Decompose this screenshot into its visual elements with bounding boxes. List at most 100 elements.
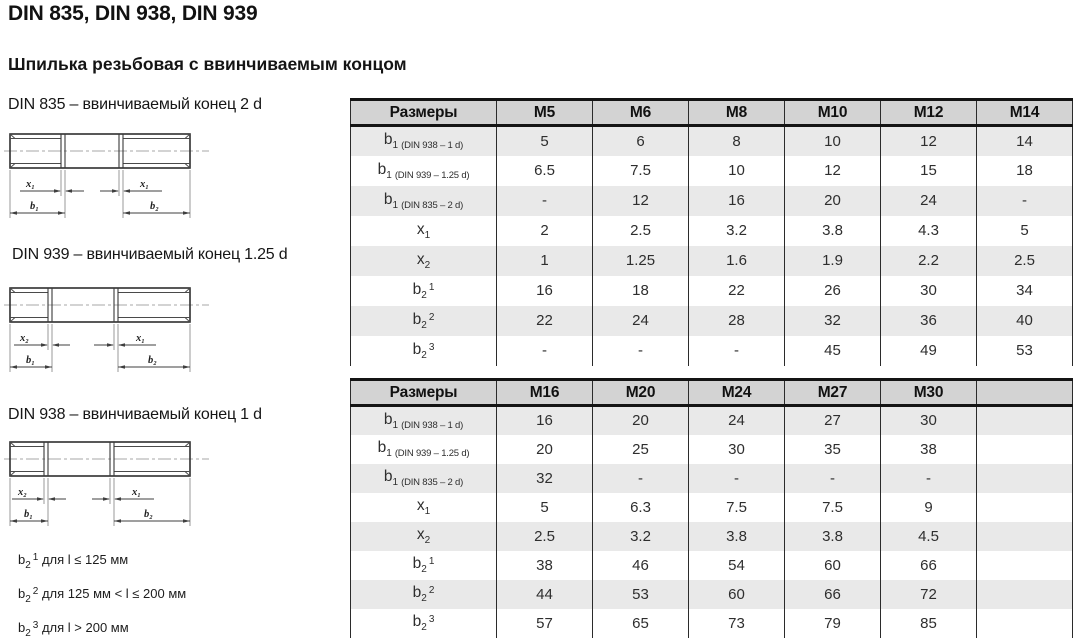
table-row: b1 (DIN 939 – 1.25 d) 6.5 7.5 10 12 15 18 <box>351 155 1073 186</box>
dim-label-x-left: x₂ <box>17 487 27 498</box>
value-cell: 2.5 <box>496 521 593 551</box>
value-cell: 46 <box>592 550 689 580</box>
dim-label-x-right: x₁ <box>135 333 145 344</box>
row-label-cell: b1 (DIN 938 – 1 d) <box>351 126 497 156</box>
value-cell: 4.5 <box>880 521 977 551</box>
dim-label-b1: b₁ <box>26 355 35 366</box>
value-cell: 4.3 <box>880 215 977 246</box>
din-sizes-table-m5-m14: Размеры M5 M6 M8 M10 M12 M14 b1 (DIN 938 – 1 d)… <box>350 98 1073 366</box>
row-label-base: x <box>416 250 425 268</box>
dim-label-b2: b₂ <box>148 355 157 366</box>
value-cell: 24 <box>880 185 977 216</box>
table-row: b1 (DIN 835 – 2 d) 32- - - - <box>350 463 1073 493</box>
row-label-base: b <box>383 190 393 208</box>
row-label-base: b <box>412 340 422 358</box>
value-cell: 72 <box>880 579 977 609</box>
footnote: b22 для 125 мм < l ≤ 200 мм <box>18 586 348 620</box>
value-cell: - <box>784 463 881 493</box>
row-label-note: (DIN 938 – 1 d) <box>401 140 464 152</box>
table-row: b1 (DIN 938 – 1 d) 16 20 24 27 30 <box>350 405 1073 435</box>
din835-label: DIN 835 – ввинчиваемый конец 2 d <box>8 96 262 113</box>
value-cell: - <box>496 185 593 216</box>
value-cell: 36 <box>880 305 977 336</box>
value-cell <box>976 492 1073 522</box>
value-cell: 16 <box>496 405 593 435</box>
value-cell: 30 <box>688 434 785 464</box>
row-label-subscript: 2 <box>421 564 427 575</box>
value-cell: 1 <box>496 245 593 276</box>
value-cell: 6 <box>592 125 689 156</box>
row-label-base: b <box>383 131 393 149</box>
dim-label-x-left: x₂ <box>19 333 29 344</box>
footnote-subscript: 2 <box>25 594 31 605</box>
row-label-cell: x1 <box>351 493 497 522</box>
row-label-subscript: 1 <box>392 419 399 431</box>
footnote-base: b <box>18 586 26 601</box>
header-cell-size: M5 <box>496 99 593 127</box>
value-cell: 60 <box>688 579 785 609</box>
table-row: b22 44 53 60 66 72 <box>350 579 1073 609</box>
value-cell: - <box>592 335 689 366</box>
value-cell: 24 <box>688 405 785 435</box>
value-cell: 7.5 <box>688 492 785 522</box>
value-cell: 20 <box>496 434 593 464</box>
value-cell: 18 <box>976 155 1073 186</box>
row-label-base: b <box>383 410 393 428</box>
value-cell: 32 <box>496 463 593 493</box>
row-label-note: (DIN 835 – 2 d) <box>401 199 464 211</box>
row-label-subscript: 1 <box>424 229 431 241</box>
row-label-subscript: 2 <box>424 259 431 271</box>
row-label-base: x <box>416 526 425 543</box>
row-label-cell: b22 <box>351 580 497 609</box>
value-cell: 40 <box>976 305 1073 336</box>
value-cell <box>976 405 1073 435</box>
value-cell: 3.8 <box>784 215 881 246</box>
table-row: b1 (DIN 835 – 2 d) -12 16 20 24- <box>350 185 1073 216</box>
dim-label-b2: b₂ <box>144 509 153 520</box>
row-label-subscript: 1 <box>392 140 399 152</box>
value-cell: 28 <box>688 305 785 336</box>
header-row: Размеры M5 M6 M8 M10 M12 M14 <box>350 99 1073 127</box>
table-row: b1 (DIN 939 – 1.25 d) 20 25 30 35 38 <box>351 434 1073 464</box>
dim-label-b2: b₂ <box>150 201 159 212</box>
row-label-subscript: 2 <box>421 622 427 633</box>
row-label-subscript: 2 <box>424 535 431 546</box>
header-cell-size: M24 <box>688 379 785 407</box>
value-cell: 60 <box>784 550 881 580</box>
value-cell: - <box>976 185 1073 216</box>
dim-label-x-left: x₁ <box>25 179 35 190</box>
din938-label: DIN 938 – ввинчиваемый конец 1 d <box>8 406 262 423</box>
row-label-superscript: 3 <box>428 614 435 625</box>
value-cell: 8 <box>688 125 785 156</box>
value-cell: 2.2 <box>880 245 977 276</box>
row-label-superscript: 1 <box>428 556 435 567</box>
row-label-subscript: 2 <box>421 593 427 604</box>
page-subtitle: Шпилька резьбовая с ввинчиваемым концом <box>8 54 407 74</box>
row-label-cell: b22 <box>351 306 497 336</box>
row-label-base: b <box>377 160 387 178</box>
row-label-note: (DIN 938 – 1 d) <box>401 419 464 431</box>
value-cell <box>976 521 1073 551</box>
row-label-cell: x1 <box>351 216 497 246</box>
value-cell: 1.6 <box>688 245 785 276</box>
header-cell-size: M16 <box>496 379 593 407</box>
value-cell: 25 <box>592 434 689 464</box>
table-row: b22 22 24 28 32 36 40 <box>350 305 1073 336</box>
row-label-subscript: 1 <box>392 477 399 488</box>
row-label-cell: b1 (DIN 835 – 2 d) <box>351 186 497 216</box>
value-cell: 57 <box>496 608 593 638</box>
page-title: DIN 835, DIN 938, DIN 939 <box>8 2 258 25</box>
value-cell: 16 <box>688 185 785 216</box>
value-cell: 66 <box>880 550 977 580</box>
value-cell: 2.5 <box>976 245 1073 276</box>
row-label-cell: b1 (DIN 835 – 2 d) <box>351 464 497 493</box>
row-label-cell: b1 (DIN 939 – 1.25 d) <box>351 435 497 464</box>
value-cell: 22 <box>496 305 593 336</box>
header-cell-size: M14 <box>976 99 1073 127</box>
value-cell: 5 <box>496 492 593 522</box>
row-label-cell: b1 (DIN 938 – 1 d) <box>351 406 497 435</box>
value-cell: 15 <box>880 155 977 186</box>
value-cell: 3.2 <box>688 215 785 246</box>
row-label-note: (DIN 939 – 1.25 d) <box>394 448 470 459</box>
dim-label-x-right: x₁ <box>139 179 149 190</box>
